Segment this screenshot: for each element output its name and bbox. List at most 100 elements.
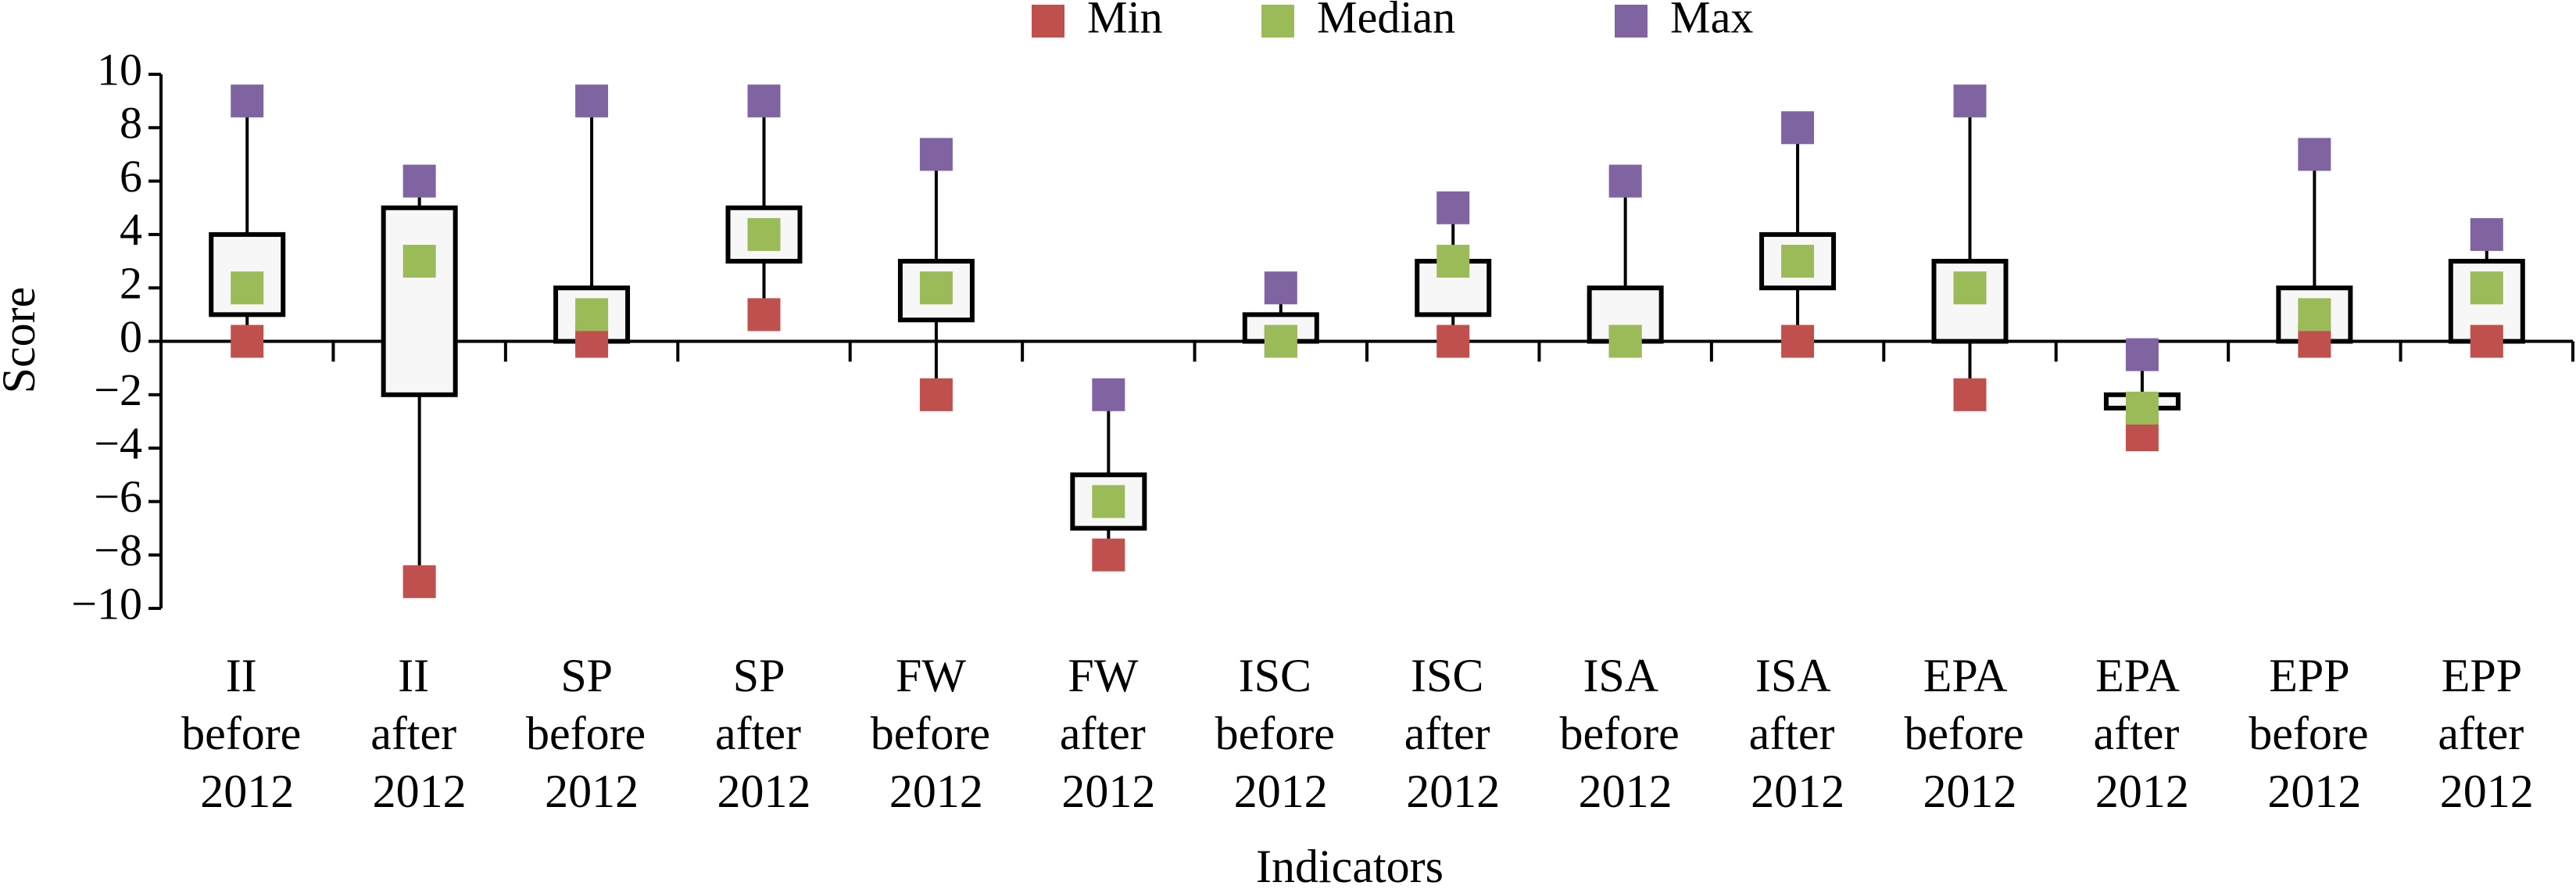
x-tick-label-line: before (1560, 708, 1691, 759)
x-tick-label: ISA before 2012 (1560, 650, 1691, 817)
legend-swatch (1615, 5, 1648, 38)
marker (575, 84, 609, 118)
x-tick-label: II after 2012 (370, 650, 468, 817)
marker (2125, 338, 2159, 371)
y-axis-title: Score (0, 287, 45, 394)
marker (2298, 298, 2331, 332)
x-tick-label-line: EPA (2095, 650, 2189, 701)
x-tick-label-line: 2012 (200, 766, 294, 817)
x-tick-label-line: 2012 (1579, 766, 1673, 817)
y-tick-label: 0 (120, 311, 142, 362)
y-tick-label: 4 (120, 204, 142, 255)
x-tick-label-line: II (398, 650, 441, 701)
marker (1608, 325, 1642, 358)
x-tick-label: EPP before 2012 (2249, 650, 2380, 817)
x-tick-label-line: after (1060, 708, 1157, 759)
marker (231, 84, 264, 118)
x-tick-label-line: ISC (1411, 650, 1495, 701)
marker (919, 378, 953, 411)
y-tick-label: 10 (97, 44, 142, 95)
y-tick-label: 2 (120, 258, 142, 309)
x-tick-label-line: FW (896, 650, 977, 701)
x-tick-label-line: before (871, 708, 1002, 759)
x-tick-label-line: 2012 (889, 766, 983, 817)
x-tick-label-line: after (1404, 708, 1502, 759)
x-tick-label: FW before 2012 (871, 650, 1002, 817)
x-tick-label-line: EPP (2442, 650, 2532, 701)
x-tick-label-line: ISC (1239, 650, 1323, 701)
x-tick-label-line: 2012 (1061, 766, 1155, 817)
marker (919, 271, 953, 305)
x-tick-label-line: after (1749, 708, 1847, 759)
y-tick-label: 6 (120, 151, 142, 202)
x-axis-title: Indicators (1256, 841, 1444, 892)
marker (747, 217, 781, 251)
marker (1092, 538, 1125, 572)
x-tick-label-line: after (2093, 708, 2191, 759)
marker (2470, 217, 2503, 251)
x-tick-label-line: before (1215, 708, 1347, 759)
x-tick-label: II before 2012 (181, 650, 313, 817)
x-tick-label-line: 2012 (1406, 766, 1500, 817)
x-tick-label-line: SP (560, 650, 623, 701)
marker (402, 164, 436, 198)
marker (402, 565, 436, 598)
x-tick-label: ISC before 2012 (1215, 650, 1347, 817)
x-tick-label-line: SP (733, 650, 796, 701)
x-tick-label-line: EPP (2269, 650, 2360, 701)
marker (2298, 138, 2331, 171)
marker (2470, 325, 2503, 358)
x-tick-label: ISC after 2012 (1404, 650, 1502, 817)
marker (1781, 245, 1815, 278)
marker (575, 298, 609, 332)
marker (1092, 378, 1125, 411)
marker (1264, 271, 1297, 305)
legend-label: Min (1087, 0, 1163, 42)
x-tick-label: SP after 2012 (715, 650, 813, 817)
y-tick-label: −2 (94, 364, 142, 415)
x-tick-label-line: before (526, 708, 657, 759)
legend-label: Max (1670, 0, 1753, 42)
y-tick-label: −10 (71, 578, 142, 629)
x-tick-label-line: FW (1068, 650, 1149, 701)
legend-label: Median (1317, 0, 1455, 42)
x-tick-label-line: 2012 (717, 766, 811, 817)
x-tick-label-line: 2012 (1751, 766, 1844, 817)
marker (747, 298, 781, 332)
x-tick-label-line: 2012 (2267, 766, 2361, 817)
x-tick-label-line: 2012 (373, 766, 467, 817)
y-tick-label: 8 (120, 98, 142, 149)
marker (1608, 164, 1642, 198)
marker (1436, 191, 1470, 224)
y-tick-label: −6 (94, 472, 142, 522)
legend-swatch (1261, 5, 1294, 38)
x-tick-label: EPA before 2012 (1904, 650, 2035, 817)
marker (2125, 391, 2159, 425)
marker (2470, 271, 2503, 305)
x-tick-label-line: before (2249, 708, 2380, 759)
marker (1781, 325, 1815, 358)
y-tick-label: −4 (94, 418, 142, 468)
x-tick-label-line: after (715, 708, 813, 759)
x-tick-label-line: 2012 (2095, 766, 2189, 817)
marker (1436, 325, 1470, 358)
y-tick-label: −8 (94, 525, 142, 576)
marker (747, 84, 781, 118)
marker (1264, 325, 1297, 358)
marker (919, 138, 953, 171)
x-tick-label-line: before (181, 708, 313, 759)
x-tick-label-line: 2012 (1923, 766, 2017, 817)
x-tick-label-line: 2012 (1234, 766, 1328, 817)
x-tick-label-line: 2012 (545, 766, 639, 817)
x-tick-label: EPA after 2012 (2093, 650, 2191, 817)
marker (1953, 378, 1987, 411)
marker (1953, 84, 1987, 118)
x-tick-label: SP before 2012 (526, 650, 657, 817)
x-tick-label: ISA after 2012 (1749, 650, 1847, 817)
marker (402, 245, 436, 278)
marker (1092, 485, 1125, 518)
x-tick-label-line: ISA (1755, 650, 1840, 701)
x-tick-label-line: before (1904, 708, 2035, 759)
x-tick-label: EPP after 2012 (2438, 650, 2535, 817)
